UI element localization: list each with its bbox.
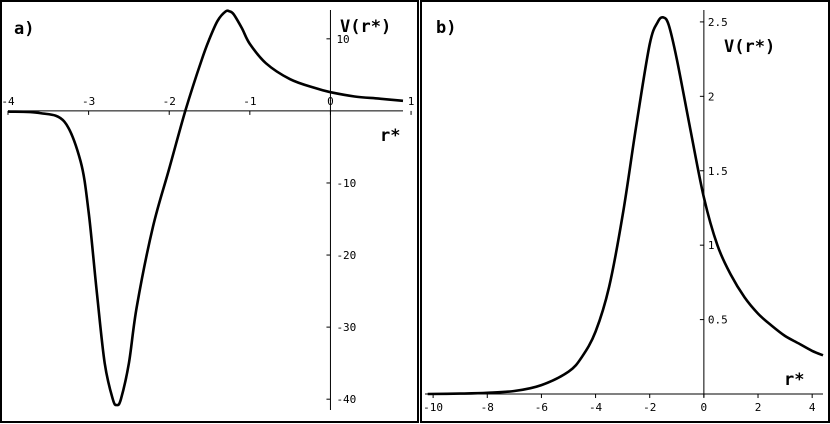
panel-a-plot bbox=[7, 9, 404, 407]
panel-a-series-line bbox=[7, 9, 404, 407]
panel-b-ylabel: V(r*) bbox=[724, 37, 775, 57]
panel-b-label: b) bbox=[436, 18, 456, 38]
panel-b-x-tick-label: -8 bbox=[481, 401, 494, 414]
panel-b-frame bbox=[420, 0, 830, 423]
panel-a-xlabel: r* bbox=[380, 126, 400, 146]
panel-b-x-tick-label: 4 bbox=[809, 401, 816, 414]
panel-b-y-tick-label: 1 bbox=[708, 239, 715, 252]
panel-b-x-tick-label: -6 bbox=[535, 401, 548, 414]
panel-a-x-tick-label: 1 bbox=[408, 95, 415, 108]
panel-b-x-tick-label: 0 bbox=[701, 401, 708, 414]
panel-b-y-tick-label: 2 bbox=[708, 90, 715, 103]
panel-b-y-tick-label: 0.5 bbox=[708, 314, 728, 327]
panel-a-y-tick-label: -30 bbox=[336, 321, 356, 334]
panel-b-axes: -10 -8 -6 -4 -2 0 2 4 0.5 1 1.5 2 2.5 bbox=[423, 10, 823, 414]
panel-a-x-tick-label: -4 bbox=[1, 95, 15, 108]
panel-a-y-tick-label: -20 bbox=[336, 249, 356, 262]
panel-a-label: a) bbox=[14, 19, 34, 39]
panel-b-series-line bbox=[427, 15, 824, 396]
panel-a-x-tick-label: 0 bbox=[327, 95, 334, 108]
panel-b-x-tick-label: -2 bbox=[643, 401, 656, 414]
panel-a-y-tick-label: 10 bbox=[336, 33, 349, 46]
panel-b-plot bbox=[427, 15, 824, 396]
panel-a-x-tick-label: -3 bbox=[82, 95, 95, 108]
panel-b-y-tick-label: 2.5 bbox=[708, 16, 728, 29]
panel-b-y-tick-label: 1.5 bbox=[708, 165, 728, 178]
panel-a-ylabel: V(r*) bbox=[340, 17, 391, 37]
panel-a-y-tick-label: -10 bbox=[336, 177, 356, 190]
panel-a-x-tick-label: -1 bbox=[243, 95, 256, 108]
panel-b-xlabel: r* bbox=[784, 370, 804, 390]
panel-b-x-tick-label: 2 bbox=[755, 401, 762, 414]
panel-a-frame bbox=[0, 0, 419, 423]
panel-a-y-tick-label: -40 bbox=[336, 393, 356, 406]
panel-b-x-tick-label: -10 bbox=[423, 401, 443, 414]
panel-b: b) V(r*) r* -10 -8 -6 -4 -2 0 2 4 0.5 1 1.5 2 2.5 bbox=[420, 0, 830, 423]
panel-a-x-tick-label: -2 bbox=[163, 95, 176, 108]
panel-b-x-tick-label: -4 bbox=[589, 401, 603, 414]
